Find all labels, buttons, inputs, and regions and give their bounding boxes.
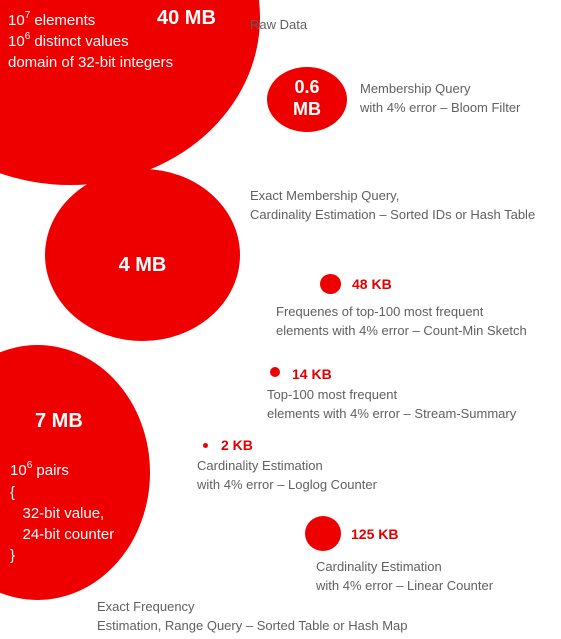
raw-data-line-3: domain of 32-bit integers <box>8 52 173 73</box>
bloom-filter-label-2: with 4% error – Bloom Filter <box>360 98 520 117</box>
sorted-table-line-4: 24-bit counter <box>10 524 114 545</box>
sorted-table-line-1: 106 pairs <box>10 460 69 481</box>
raw-data-size: 40 MB <box>157 7 216 30</box>
bloom-filter-size-1: 0.6 <box>267 77 347 98</box>
sorted-table-label-2: Estimation, Range Query – Sorted Table o… <box>97 616 407 635</box>
raw-data-line-1: 107 elements <box>8 10 95 31</box>
count-min-label-2: elements with 4% error – Count-Min Sketc… <box>276 321 527 340</box>
linear-counter-circle <box>305 516 341 551</box>
linear-counter-size: 125 KB <box>351 526 398 542</box>
count-min-dot <box>320 274 341 294</box>
sorted-table-line-2: { <box>10 482 15 503</box>
count-min-size: 48 KB <box>352 276 392 292</box>
sorted-ids-size: 4 MB <box>45 254 240 277</box>
loglog-dot <box>203 443 208 448</box>
stream-summary-dot <box>270 367 280 377</box>
bloom-filter-size-2: MB <box>267 99 347 120</box>
sorted-table-line-3: 32-bit value, <box>10 503 104 524</box>
stream-summary-size: 14 KB <box>292 366 332 382</box>
count-min-label-1: Frequenes of top-100 most frequent <box>276 302 483 321</box>
linear-counter-label-1: Cardinality Estimation <box>316 557 442 576</box>
bloom-filter-label-1: Membership Query <box>360 79 471 98</box>
linear-counter-label-2: with 4% error – Linear Counter <box>316 576 493 595</box>
loglog-label-2: with 4% error – Loglog Counter <box>197 475 377 494</box>
raw-data-line-2: 106 distinct values <box>8 31 129 52</box>
loglog-label-1: Cardinality Estimation <box>197 456 323 475</box>
sorted-ids-label-1: Exact Membership Query, <box>250 186 399 205</box>
sorted-table-line-5: } <box>10 545 15 566</box>
sorted-table-label-1: Exact Frequency <box>97 597 195 616</box>
stream-summary-label-2: elements with 4% error – Stream-Summary <box>267 404 516 423</box>
stream-summary-label-1: Top-100 most frequent <box>267 385 397 404</box>
raw-data-label: Raw Data <box>250 15 307 34</box>
sorted-table-size: 7 MB <box>35 410 83 433</box>
loglog-size: 2 KB <box>221 437 253 453</box>
sorted-ids-label-2: Cardinality Estimation – Sorted IDs or H… <box>250 205 535 224</box>
